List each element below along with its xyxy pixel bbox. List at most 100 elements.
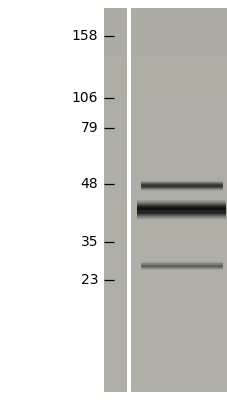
Bar	[141, 181, 222, 182]
Bar	[136, 203, 225, 204]
Bar	[141, 187, 222, 188]
Bar	[136, 204, 225, 205]
Bar	[136, 205, 225, 206]
Bar	[141, 185, 222, 186]
Text: 106: 106	[71, 91, 98, 105]
Bar	[141, 269, 222, 270]
Bar	[141, 183, 222, 184]
Bar	[141, 182, 222, 183]
Bar	[141, 189, 222, 190]
Text: 158: 158	[71, 29, 98, 43]
Bar	[141, 264, 222, 265]
Bar	[136, 214, 225, 215]
Bar	[103, 152, 126, 200]
Bar	[136, 206, 225, 207]
Bar	[136, 209, 225, 210]
Bar	[103, 200, 126, 248]
Bar	[103, 104, 126, 152]
Bar	[141, 190, 222, 191]
Bar	[136, 212, 225, 213]
Bar	[131, 152, 227, 200]
Text: 35: 35	[80, 235, 98, 249]
Bar	[141, 262, 222, 263]
Bar	[141, 182, 222, 183]
Bar	[136, 218, 225, 219]
Bar	[131, 8, 227, 56]
Bar	[141, 269, 222, 270]
Bar	[141, 268, 222, 269]
Bar	[141, 184, 222, 185]
Text: 48: 48	[80, 177, 98, 191]
Bar	[141, 182, 222, 183]
Bar	[136, 204, 225, 205]
Bar	[141, 267, 222, 268]
Bar	[131, 8, 227, 392]
Bar	[103, 344, 126, 392]
Bar	[136, 208, 225, 209]
Bar	[141, 264, 222, 265]
Bar	[141, 266, 222, 267]
Bar	[136, 207, 225, 208]
Bar	[141, 265, 222, 266]
Bar	[136, 215, 225, 216]
Bar	[141, 264, 222, 265]
Bar	[126, 8, 131, 392]
Bar	[141, 180, 222, 181]
Bar	[103, 8, 126, 392]
Bar	[141, 184, 222, 185]
Bar	[136, 216, 225, 217]
Bar	[141, 269, 222, 270]
Bar	[131, 248, 227, 296]
Bar	[141, 265, 222, 266]
Bar	[141, 267, 222, 268]
Bar	[136, 203, 225, 204]
Bar	[141, 263, 222, 264]
Bar	[141, 189, 222, 190]
Bar	[141, 184, 222, 185]
Bar	[136, 210, 225, 212]
Bar	[141, 187, 222, 188]
Bar	[141, 268, 222, 269]
Bar	[136, 210, 225, 211]
Bar	[131, 344, 227, 392]
Bar	[141, 187, 222, 188]
Bar	[131, 56, 227, 104]
Bar	[136, 200, 225, 201]
Bar	[141, 185, 222, 186]
Bar	[141, 188, 222, 189]
Bar	[141, 268, 222, 269]
Bar	[136, 214, 225, 215]
Bar	[136, 207, 225, 208]
Bar	[141, 185, 222, 186]
Bar	[136, 209, 225, 210]
Text: 23: 23	[80, 273, 98, 287]
Bar	[136, 216, 225, 217]
Bar	[103, 248, 126, 296]
Bar	[136, 201, 225, 202]
Bar	[141, 263, 222, 264]
Bar	[136, 217, 225, 218]
Bar	[141, 183, 222, 184]
Bar	[136, 212, 225, 213]
Bar	[131, 104, 227, 152]
Bar	[136, 218, 225, 219]
Bar	[136, 213, 225, 214]
Bar	[141, 186, 222, 187]
Bar	[141, 266, 222, 267]
Bar	[131, 200, 227, 248]
Bar	[141, 267, 222, 268]
Bar	[103, 56, 126, 104]
Bar	[141, 188, 222, 189]
Bar	[141, 262, 222, 263]
Bar	[141, 190, 222, 191]
Bar	[103, 8, 126, 56]
Bar	[141, 265, 222, 266]
Text: 79: 79	[80, 121, 98, 135]
Bar	[141, 183, 222, 184]
Bar	[136, 206, 225, 207]
Bar	[136, 215, 225, 216]
Bar	[141, 266, 222, 267]
Bar	[141, 181, 222, 182]
Bar	[136, 219, 225, 220]
Bar	[131, 296, 227, 344]
